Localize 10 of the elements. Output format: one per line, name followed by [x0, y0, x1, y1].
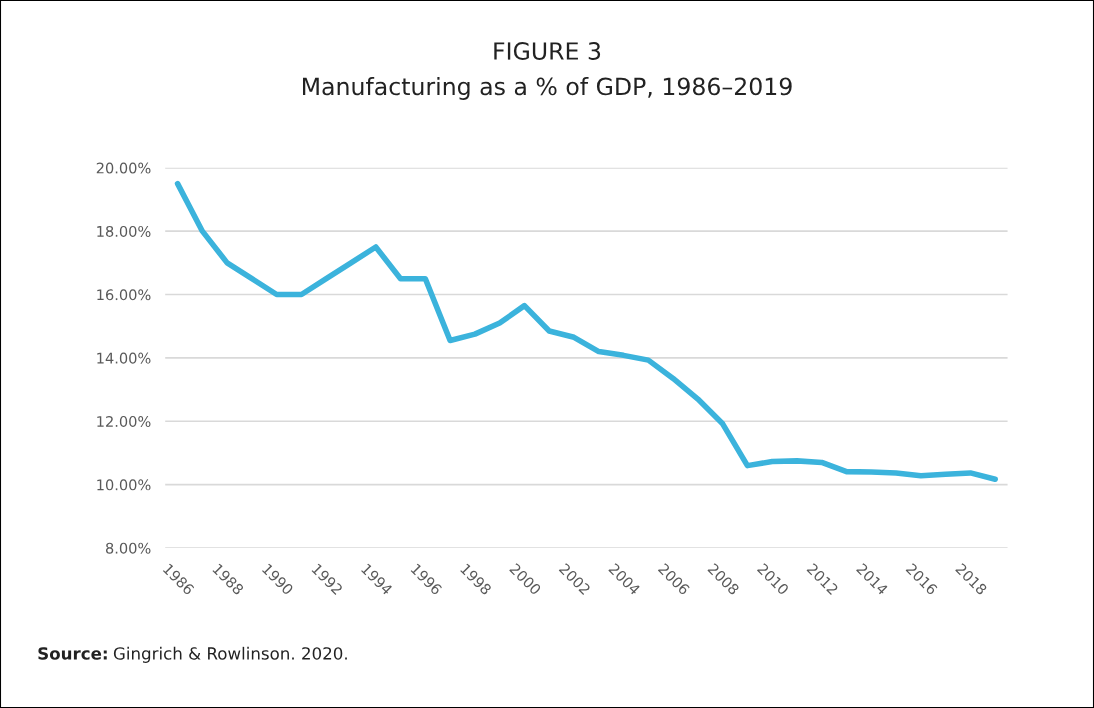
y-tick-label: 20.00%: [96, 162, 151, 174]
y-tick-label: 12.00%: [97, 415, 151, 428]
y-tick-label: 18.00%: [97, 225, 151, 237]
y-tick-label: 16.00%: [97, 289, 151, 301]
source-note: Source: Gingrich & Rowlinson. 2020.: [38, 646, 347, 663]
chart-subtitle: Manufacturing as a % of GDP, 1986–2019: [303, 77, 792, 100]
y-tick-label: 8.00%: [105, 542, 151, 554]
y-tick-label: 14.00%: [97, 352, 151, 364]
chart-title: FIGURE 3: [494, 42, 601, 60]
y-tick-label: 10.00%: [97, 479, 151, 491]
